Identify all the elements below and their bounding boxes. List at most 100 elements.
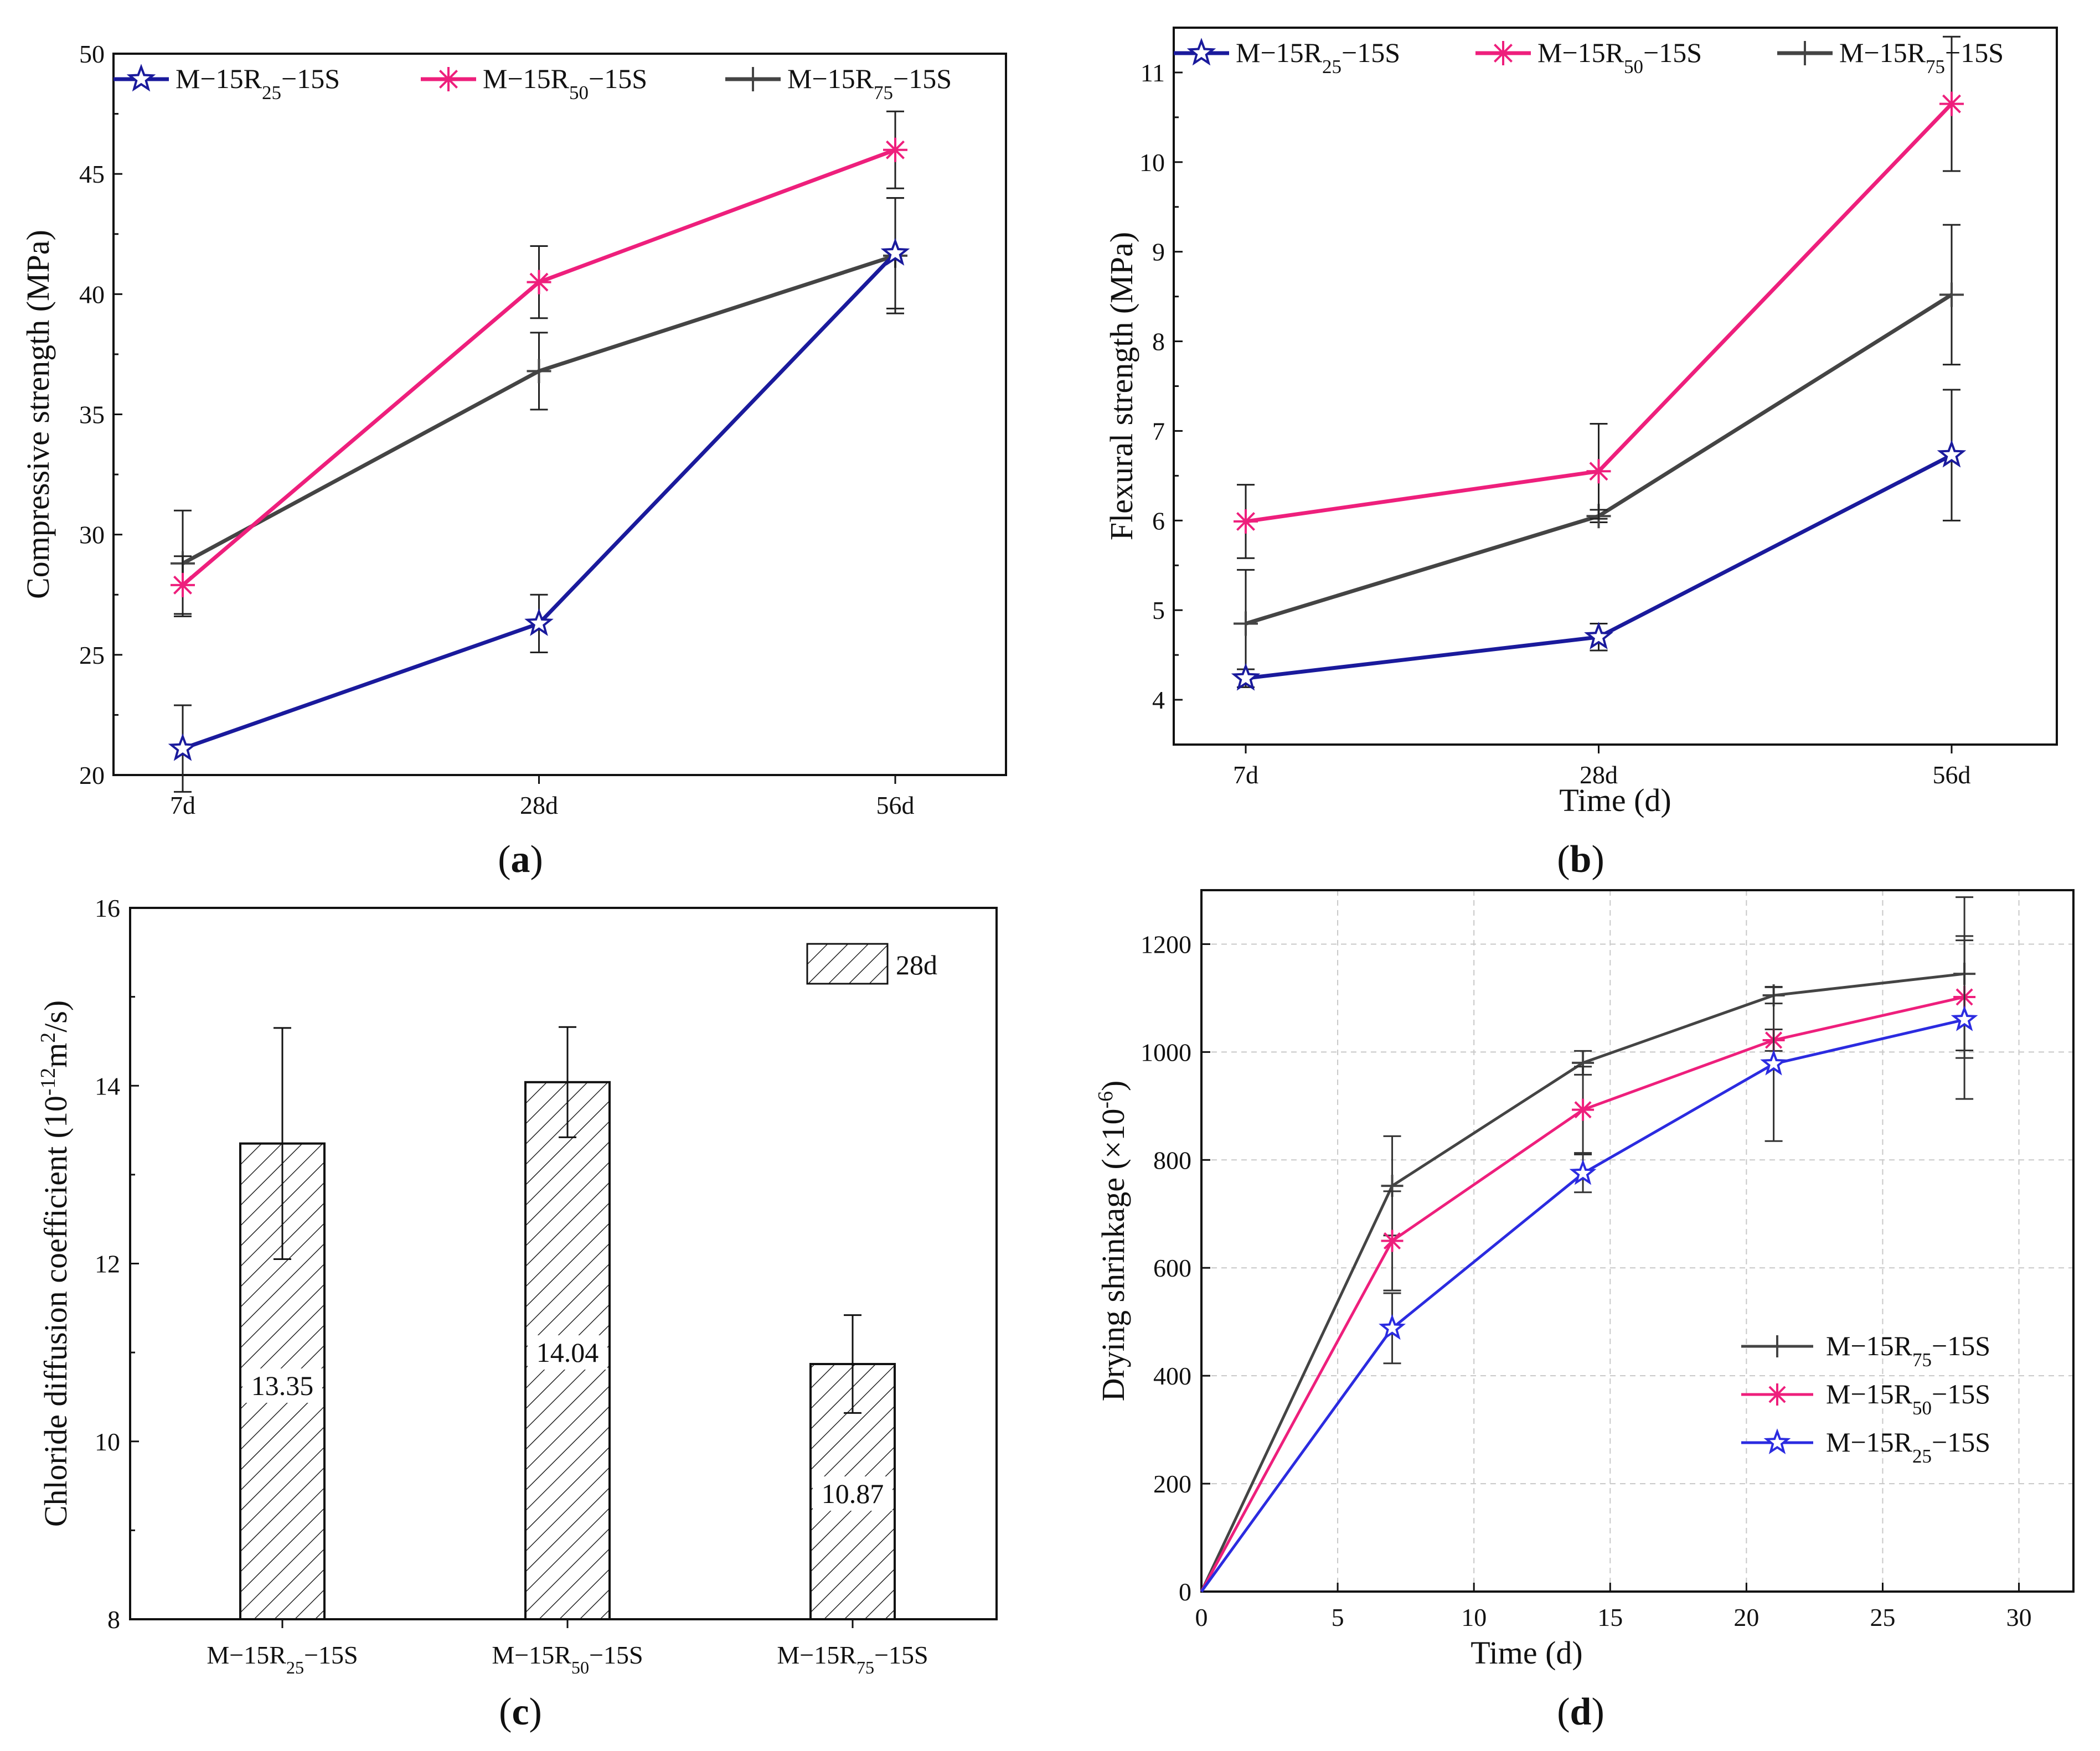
legend-marker <box>1766 1383 1788 1406</box>
asterisk-marker-stroke <box>529 272 549 292</box>
legend: M−15R25−15S M−15R50−15S M−15R75−15S <box>113 63 952 104</box>
y-tick-label: 25 <box>79 641 105 669</box>
x-tick-label: 28d <box>520 791 558 819</box>
y-axis-title: Chloride diffusion coefficient (10-12m2/… <box>37 1000 74 1527</box>
plot-frame <box>1173 27 2058 746</box>
panel-b: 4 5 6 7 8 9 10 11 7d 28d 56d Flexural strength (MPa… <box>1103 27 2058 881</box>
data-point <box>1569 1159 1597 1185</box>
x-tick-label: 30 <box>2006 1603 2032 1631</box>
y-tick-label: 0 <box>1179 1578 1191 1606</box>
data-point <box>1760 1050 1788 1076</box>
y-tick-label: 6 <box>1152 507 1165 535</box>
y-tick-label: 9 <box>1152 238 1165 266</box>
x-tick-label: 7d <box>170 791 195 819</box>
x-tick-label: M−15R75−15S <box>777 1641 928 1677</box>
star-marker-shape <box>1763 1428 1791 1454</box>
legend-marker <box>1491 41 1515 65</box>
legend-label: M−15R75−15S <box>1839 37 2004 78</box>
data-point <box>1951 1005 1978 1031</box>
legend-marker <box>1793 41 1817 65</box>
x-tick-label: 56d <box>876 791 915 819</box>
legend-label: 28d <box>896 949 937 980</box>
x-tick-label: 10 <box>1461 1603 1487 1631</box>
y-tick-label: 11 <box>1141 59 1165 87</box>
star-marker-shape <box>524 608 554 636</box>
star-marker-shape <box>1379 1314 1406 1340</box>
bar-label-bg <box>528 1335 607 1370</box>
plot-frame <box>1200 889 2075 1593</box>
error-bar <box>559 1026 576 1138</box>
legend-label: M−15R75−15S <box>787 63 952 104</box>
x-tick-label: 28d <box>1580 761 1618 789</box>
series-25 <box>1231 389 1967 691</box>
x-tick-label: M−15R50−15S <box>492 1641 643 1677</box>
star-marker-shape <box>880 237 910 266</box>
data-point <box>527 270 551 295</box>
bar-label-bg <box>813 1476 892 1511</box>
asterisk-marker-stroke <box>1942 94 1961 113</box>
panel-d: 0 200 400 600 800 1000 1200 0 5 10 15 20 25 30 Time (d… <box>1094 889 2075 1733</box>
star-marker-shape <box>1569 1159 1597 1185</box>
y-tick-label: 30 <box>79 521 105 549</box>
data-point <box>1381 1230 1404 1252</box>
y-tick-label: 200 <box>1153 1470 1191 1498</box>
asterisk-marker-stroke <box>886 140 905 159</box>
y-tick-label: 1200 <box>1141 930 1191 958</box>
star-marker-shape <box>168 733 198 761</box>
x-tick-label: 7d <box>1233 761 1258 789</box>
data-point <box>1234 509 1258 534</box>
plot-frame <box>112 53 1007 776</box>
panel-caption: (c) <box>499 1691 542 1733</box>
y-axis-title: Compressive strength (MPa) <box>20 230 56 599</box>
star-marker-shape <box>1951 1005 1978 1031</box>
data-point <box>1234 611 1258 636</box>
asterisk-marker-stroke <box>1574 1101 1592 1119</box>
panel-c: 8 10 12 14 16 M−15R25−15S M−15R50−15S M−15R75−1… <box>37 894 998 1733</box>
legend: M−15R75−15S M−15R50−15S M−15R25−15S <box>1741 1330 1990 1467</box>
series-25 <box>168 197 910 793</box>
y-tick-label: 16 <box>95 894 120 922</box>
legend-marker <box>126 64 156 92</box>
data-point <box>880 237 910 266</box>
asterisk-marker-stroke <box>173 575 192 595</box>
legend-label: M−15R25−15S <box>1826 1427 1990 1467</box>
star-marker-shape <box>1584 622 1613 650</box>
star-marker-shape <box>1937 440 1967 468</box>
data-point <box>1939 91 1964 116</box>
legend-swatch <box>806 943 889 985</box>
y-tick-label: 12 <box>95 1250 120 1278</box>
x-tick-label: 56d <box>1933 761 1971 789</box>
data-point <box>168 733 198 761</box>
legend-marker <box>1186 38 1216 66</box>
star-marker-shape <box>1760 1050 1788 1076</box>
data-point <box>1937 440 1967 468</box>
y-tick-label: 7 <box>1152 417 1165 445</box>
series-50 <box>171 110 907 615</box>
y-axis-title: Drying shrinkage (×10-6) <box>1094 1081 1131 1402</box>
y-tick-label: 45 <box>79 160 105 188</box>
y-tick-label: 4 <box>1152 686 1165 714</box>
legend-label: M−15R50−15S <box>483 63 647 104</box>
data-point <box>524 608 554 636</box>
legend-marker <box>741 67 765 91</box>
x-tick-label: 20 <box>1733 1603 1759 1631</box>
y-tick-label: 20 <box>79 761 105 789</box>
data-point <box>1572 1098 1595 1121</box>
bar-value-label: 10.87 <box>822 1478 884 1509</box>
data-point <box>171 572 195 597</box>
y-tick-label: 8 <box>1152 328 1165 356</box>
y-tick-label: 800 <box>1153 1146 1191 1174</box>
asterisk-marker-stroke <box>439 70 458 89</box>
y-tick-label: 50 <box>79 40 105 68</box>
y-tick-label: 8 <box>107 1605 120 1634</box>
series-75 <box>1200 896 1976 1593</box>
y-tick-label: 40 <box>79 280 105 308</box>
panel-a: 20 25 30 35 40 45 50 7d 28d 56d Compressive streng… <box>20 40 1007 881</box>
panel-caption: (a) <box>498 838 543 881</box>
y-tick-label: 35 <box>79 401 105 429</box>
data-point <box>1584 622 1613 650</box>
bar-value-label: 14.04 <box>536 1337 599 1368</box>
series-25 <box>1200 939 1978 1593</box>
x-tick-label: 15 <box>1597 1603 1623 1631</box>
